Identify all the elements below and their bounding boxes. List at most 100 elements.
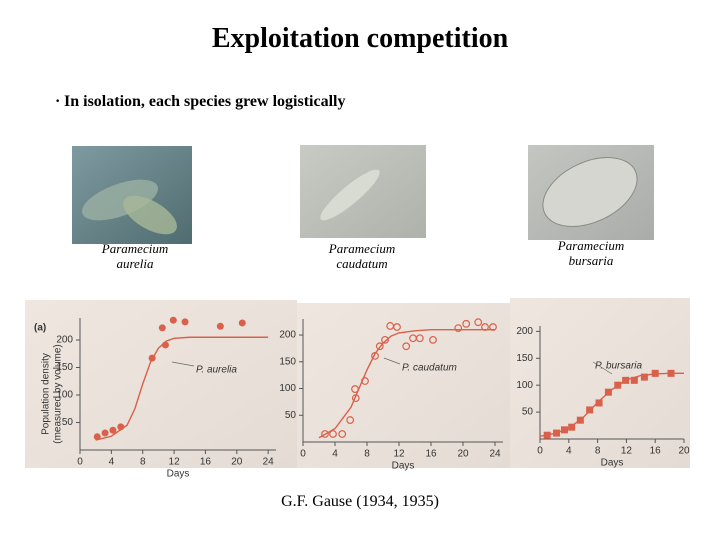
cell bbox=[320, 169, 380, 221]
y-axis-label: Population density bbox=[41, 353, 52, 435]
x-tick-label: 12 bbox=[169, 457, 181, 468]
y-tick-label: 150 bbox=[56, 362, 73, 373]
fit-curve bbox=[95, 336, 269, 441]
cell bbox=[542, 157, 638, 227]
x-axis-label: Days bbox=[601, 458, 624, 469]
point bbox=[181, 318, 189, 326]
caption: Paramecium bursaria bbox=[557, 238, 624, 268]
point bbox=[586, 406, 594, 414]
y-tick-label: 50 bbox=[62, 417, 74, 428]
y-tick-label: 200 bbox=[56, 335, 73, 346]
y-tick-label: 100 bbox=[516, 380, 533, 391]
point bbox=[148, 354, 156, 362]
point bbox=[161, 341, 169, 349]
citation: G.F. Gause (1934, 1935) bbox=[281, 493, 439, 510]
point bbox=[481, 323, 489, 331]
point bbox=[630, 376, 638, 384]
point bbox=[371, 352, 379, 360]
x-axis-label: Days bbox=[392, 461, 415, 472]
point bbox=[117, 423, 125, 431]
point bbox=[93, 433, 101, 441]
chart-panel bbox=[297, 303, 510, 468]
panel-label: (a) bbox=[34, 323, 46, 334]
x-tick-label: 4 bbox=[332, 449, 338, 460]
point bbox=[381, 335, 389, 344]
x-tick-label: 4 bbox=[566, 446, 572, 457]
y-tick-label: 150 bbox=[279, 356, 296, 367]
x-tick-label: 12 bbox=[621, 446, 633, 457]
point bbox=[101, 429, 109, 437]
annotation: P. aurelia bbox=[196, 365, 237, 376]
point bbox=[553, 429, 561, 437]
point bbox=[595, 399, 603, 407]
x-tick-label: 0 bbox=[300, 449, 306, 460]
point bbox=[402, 342, 411, 351]
cell bbox=[123, 195, 177, 235]
bullet-dot: · bbox=[55, 93, 60, 110]
point bbox=[651, 369, 659, 377]
point bbox=[604, 388, 612, 396]
point bbox=[462, 319, 471, 328]
point bbox=[216, 322, 224, 330]
slide-title: Exploitation competition bbox=[212, 23, 509, 54]
point bbox=[393, 323, 401, 331]
point bbox=[346, 416, 355, 424]
caption: Paramecium caudatum bbox=[328, 241, 395, 271]
point bbox=[238, 319, 246, 327]
y-axis-label: (measured by volume) bbox=[53, 344, 64, 443]
bullet-text: In isolation, each species grew logistic… bbox=[64, 93, 345, 110]
point bbox=[361, 377, 369, 385]
x-tick-label: 8 bbox=[140, 457, 146, 468]
x-tick-label: 16 bbox=[200, 457, 212, 468]
y-tick-label: 100 bbox=[279, 383, 296, 394]
point bbox=[375, 342, 384, 351]
x-tick-label: 0 bbox=[537, 446, 543, 457]
x-tick-label: 24 bbox=[489, 449, 501, 460]
x-tick-label: 24 bbox=[263, 457, 275, 468]
chart-panel bbox=[510, 298, 690, 468]
y-tick-label: 200 bbox=[516, 326, 533, 337]
x-axis-label: Days bbox=[167, 469, 190, 480]
x-tick-label: 20 bbox=[457, 449, 469, 460]
point bbox=[158, 324, 166, 332]
annotation: P. caudatum bbox=[402, 363, 457, 374]
x-tick-label: 16 bbox=[650, 446, 662, 457]
point bbox=[454, 324, 463, 332]
x-tick-label: 16 bbox=[425, 449, 437, 460]
point bbox=[415, 334, 424, 343]
point bbox=[338, 430, 347, 438]
x-tick-label: 8 bbox=[595, 446, 601, 457]
point bbox=[351, 385, 359, 393]
y-tick-label: 100 bbox=[56, 390, 73, 401]
annotation: P. bursaria bbox=[595, 361, 643, 372]
point bbox=[614, 381, 622, 389]
caption: Paramecium aurelia bbox=[101, 241, 168, 271]
cell bbox=[82, 179, 158, 221]
x-tick-label: 8 bbox=[364, 449, 370, 460]
point bbox=[169, 316, 177, 324]
x-tick-label: 20 bbox=[231, 457, 243, 468]
point bbox=[351, 394, 360, 403]
point bbox=[329, 430, 337, 438]
x-tick-label: 20 bbox=[678, 446, 690, 457]
x-tick-label: 0 bbox=[77, 457, 83, 468]
point bbox=[474, 318, 483, 327]
point bbox=[560, 426, 568, 434]
point bbox=[321, 430, 329, 438]
x-tick-label: 12 bbox=[393, 449, 405, 460]
leader bbox=[383, 357, 401, 365]
point bbox=[667, 369, 675, 377]
point bbox=[429, 335, 437, 344]
x-tick-label: 4 bbox=[109, 457, 115, 468]
point bbox=[640, 373, 648, 381]
point bbox=[576, 416, 584, 424]
y-tick-label: 50 bbox=[522, 407, 534, 418]
point bbox=[109, 426, 117, 434]
point bbox=[622, 376, 630, 384]
y-tick-label: 200 bbox=[279, 330, 296, 341]
leader bbox=[592, 361, 613, 375]
point bbox=[489, 323, 497, 331]
y-tick-label: 150 bbox=[516, 353, 533, 364]
